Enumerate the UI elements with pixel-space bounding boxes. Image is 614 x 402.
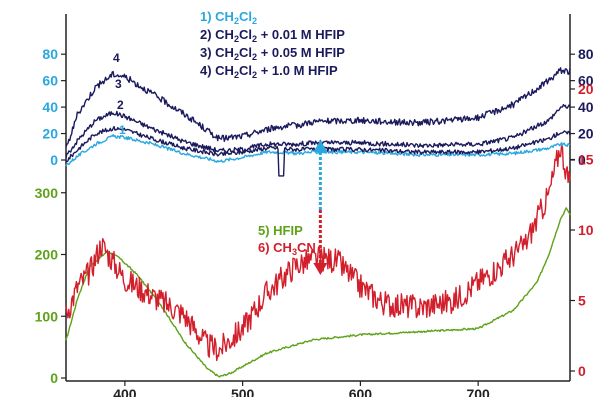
bottom-left-tick-label: 100 xyxy=(35,308,59,324)
top-right-tick-label: 80 xyxy=(578,46,594,62)
top-right-tick-label: 0 xyxy=(578,152,586,168)
top-right-tick-label: 60 xyxy=(578,73,594,89)
top-left-tick-label: 40 xyxy=(42,99,58,115)
x-tick-label: 600 xyxy=(349,386,373,397)
red-arrowhead-down xyxy=(313,263,328,275)
curve-label-1: 1 xyxy=(119,123,126,137)
x-tick-label: 500 xyxy=(231,386,255,397)
top-right-tick-label: 40 xyxy=(578,99,594,115)
legend-entry-2: 2) CH2Cl2 + 0.01 M HFIP xyxy=(200,27,345,44)
cyan-arrowhead-up xyxy=(313,140,328,152)
series-line-1 xyxy=(65,134,571,167)
series-line-5 xyxy=(65,207,571,378)
top-right-tick-label: 20 xyxy=(578,126,594,142)
bottom-right-tick-label: 10 xyxy=(578,222,594,238)
bottom-right-tick-label: 20 xyxy=(578,81,594,97)
curve-label-3: 3 xyxy=(115,77,122,91)
series-line-6 xyxy=(65,145,571,362)
top-left-tick-label: 60 xyxy=(42,73,58,89)
legend-entry-5: 5) HFIP xyxy=(258,223,303,238)
top-left-tick-label: 20 xyxy=(42,126,58,142)
series-line-4 xyxy=(65,67,571,147)
x-tick-label: 700 xyxy=(466,386,490,397)
curve-label-2: 2 xyxy=(117,98,124,112)
curve-label-4: 4 xyxy=(113,51,120,65)
bottom-right-tick-label: 15 xyxy=(578,152,594,168)
legend-entry-3: 3) CH2Cl2 + 0.05 M HFIP xyxy=(200,45,345,62)
series-line-3 xyxy=(65,104,571,159)
bottom-left-tick-label: 0 xyxy=(50,370,58,386)
legend-entry-4: 4) CH2Cl2 + 1.0 M HFIP xyxy=(200,63,338,80)
bottom-left-tick-label: 300 xyxy=(35,185,59,201)
top-left-tick-label: 0 xyxy=(50,152,58,168)
bottom-right-tick-label: 0 xyxy=(578,363,586,379)
legend-entry-1: 1) CH2Cl2 xyxy=(200,9,257,26)
top-left-tick-label: 80 xyxy=(42,46,58,62)
x-tick-label: 400 xyxy=(113,386,137,397)
legend-entry-6: 6) CH3CN xyxy=(258,240,316,257)
bottom-right-tick-label: 5 xyxy=(578,293,586,309)
bottom-left-tick-label: 200 xyxy=(35,247,59,263)
